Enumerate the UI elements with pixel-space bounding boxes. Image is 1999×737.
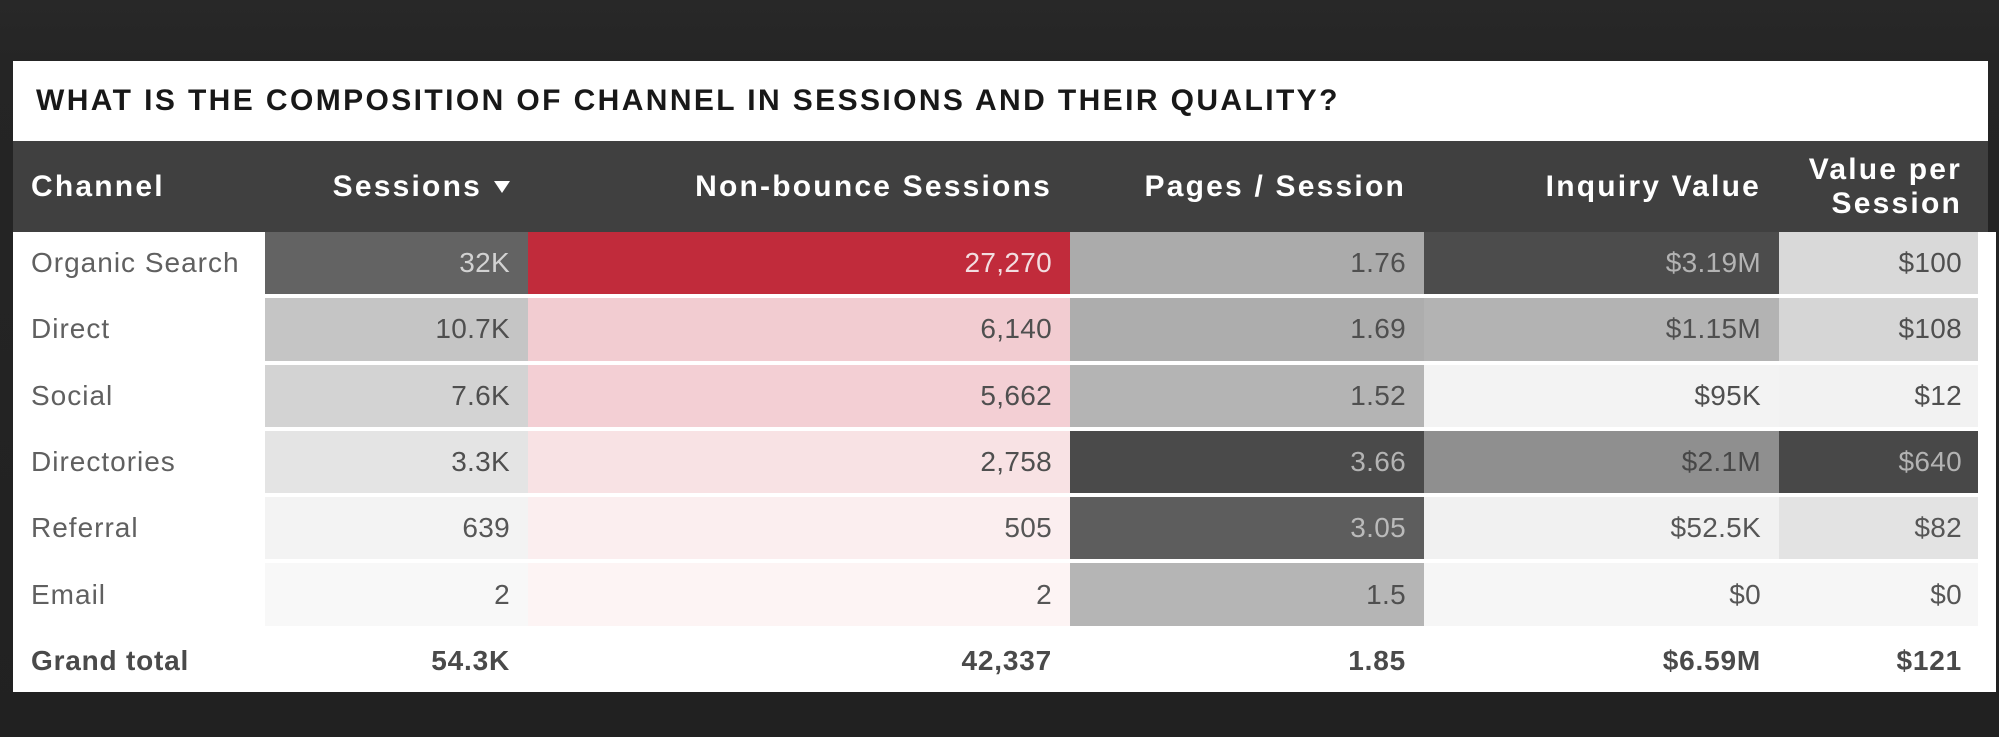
row-right-pad <box>1978 497 1996 564</box>
table-row-direct: Direct 10.7K 6,140 1.69 $1.15M $108 <box>13 298 1996 365</box>
sessions-value-cell: 3.3K <box>265 430 528 498</box>
inquiry-grand-total-cell: $6.59M <box>1424 629 1779 692</box>
table-row-directories: Directories 3.3K 2,758 3.66 $2.1M $640 <box>13 430 1996 498</box>
inquiry-value-cell: $2.1M <box>1424 430 1779 498</box>
table-title: WHAT IS THE COMPOSITION OF CHANNEL IN SE… <box>36 84 1340 117</box>
header-right-pad <box>1978 141 1988 232</box>
vps-value-cell: $640 <box>1779 430 1978 498</box>
column-header-channel[interactable]: Channel <box>13 141 265 232</box>
sessions-value-cell: 7.6K <box>265 364 528 431</box>
row-right-pad <box>1978 232 1996 299</box>
inquiry-value-cell: $3.19M <box>1424 232 1779 299</box>
sessions-value-cell: 639 <box>265 497 528 564</box>
row-right-pad <box>1978 364 1996 431</box>
pages-value-cell: 3.05 <box>1070 497 1424 564</box>
inquiry-value-cell: $95K <box>1424 364 1779 431</box>
column-header-sessions[interactable]: Sessions <box>265 141 528 232</box>
sessions-value-cell: 2 <box>265 563 528 630</box>
nonbounce-value-cell: 6,140 <box>528 298 1070 365</box>
nonbounce-value-cell: 505 <box>528 497 1070 564</box>
column-header-vps[interactable]: Value per Session <box>1779 141 1978 232</box>
column-header-label: Value per Session <box>1808 152 1962 220</box>
report-table-card: WHAT IS THE COMPOSITION OF CHANNEL IN SE… <box>13 61 1996 692</box>
pages-value-cell: 1.52 <box>1070 364 1424 431</box>
sessions-grand-total-cell: 54.3K <box>265 629 528 692</box>
table-row-social: Social 7.6K 5,662 1.52 $95K $12 <box>13 364 1996 431</box>
sessions-value-cell: 10.7K <box>265 298 528 365</box>
sort-desc-arrow-icon <box>494 180 510 193</box>
inquiry-value-cell: $52.5K <box>1424 497 1779 564</box>
inquiry-value-cell: $1.15M <box>1424 298 1779 365</box>
vps-value-cell: $108 <box>1779 298 1978 365</box>
nonbounce-value-cell: 2,758 <box>528 430 1070 498</box>
nonbounce-value-cell: 2 <box>528 563 1070 630</box>
table-title-band: WHAT IS THE COMPOSITION OF CHANNEL IN SE… <box>13 61 1988 141</box>
pages-value-cell: 1.69 <box>1070 298 1424 365</box>
table-row-organic-search: Organic Search 32K 27,270 1.76 $3.19M $100 <box>13 232 1996 299</box>
column-header-label: Sessions <box>332 169 482 203</box>
vps-grand-total-cell: $121 <box>1779 629 1978 692</box>
table-row-email: Email 2 2 1.5 $0 $0 <box>13 563 1996 630</box>
row-right-pad <box>1978 430 1996 498</box>
table-row-referral: Referral 639 505 3.05 $52.5K $82 <box>13 497 1996 564</box>
pages-value-cell: 1.76 <box>1070 232 1424 299</box>
column-header-inquiry[interactable]: Inquiry Value <box>1424 141 1779 232</box>
column-header-label: Inquiry Value <box>1545 169 1761 203</box>
column-header-label: Pages / Session <box>1144 169 1406 203</box>
row-right-pad <box>1978 298 1996 365</box>
sessions-value-cell: 32K <box>265 232 528 299</box>
column-header-label: Channel <box>31 169 165 203</box>
channel-label: Referral <box>13 497 265 564</box>
inquiry-value-cell: $0 <box>1424 563 1779 630</box>
channel-label: Direct <box>13 298 265 365</box>
channel-label: Social <box>13 364 265 431</box>
pages-grand-total-cell: 1.85 <box>1070 629 1424 692</box>
vps-value-cell: $12 <box>1779 364 1978 431</box>
channel-label: Directories <box>13 430 265 498</box>
table-body: Organic Search 32K 27,270 1.76 $3.19M $100 Dir… <box>13 232 1996 692</box>
vps-value-cell: $0 <box>1779 563 1978 630</box>
column-header-nonbounce[interactable]: Non-bounce Sessions <box>528 141 1070 232</box>
pages-value-cell: 1.5 <box>1070 563 1424 630</box>
nonbounce-value-cell: 5,662 <box>528 364 1070 431</box>
vps-value-cell: $82 <box>1779 497 1978 564</box>
channel-label: Email <box>13 563 265 630</box>
grand-total-label: Grand total <box>13 629 265 692</box>
nonbounce-value-cell: 27,270 <box>528 232 1070 299</box>
pages-value-cell: 3.66 <box>1070 430 1424 498</box>
nonbounce-grand-total-cell: 42,337 <box>528 629 1070 692</box>
column-header-pages[interactable]: Pages / Session <box>1070 141 1424 232</box>
column-header-label: Non-bounce Sessions <box>695 169 1052 203</box>
grand-total-row: Grand total 54.3K 42,337 1.85 $6.59M $121 <box>13 629 1996 692</box>
channel-label: Organic Search <box>13 232 265 299</box>
table-header-row: Channel Sessions Non-bounce Sessions Pages … <box>13 141 1988 232</box>
row-right-pad <box>1978 629 1996 692</box>
vps-value-cell: $100 <box>1779 232 1978 299</box>
row-right-pad <box>1978 563 1996 630</box>
